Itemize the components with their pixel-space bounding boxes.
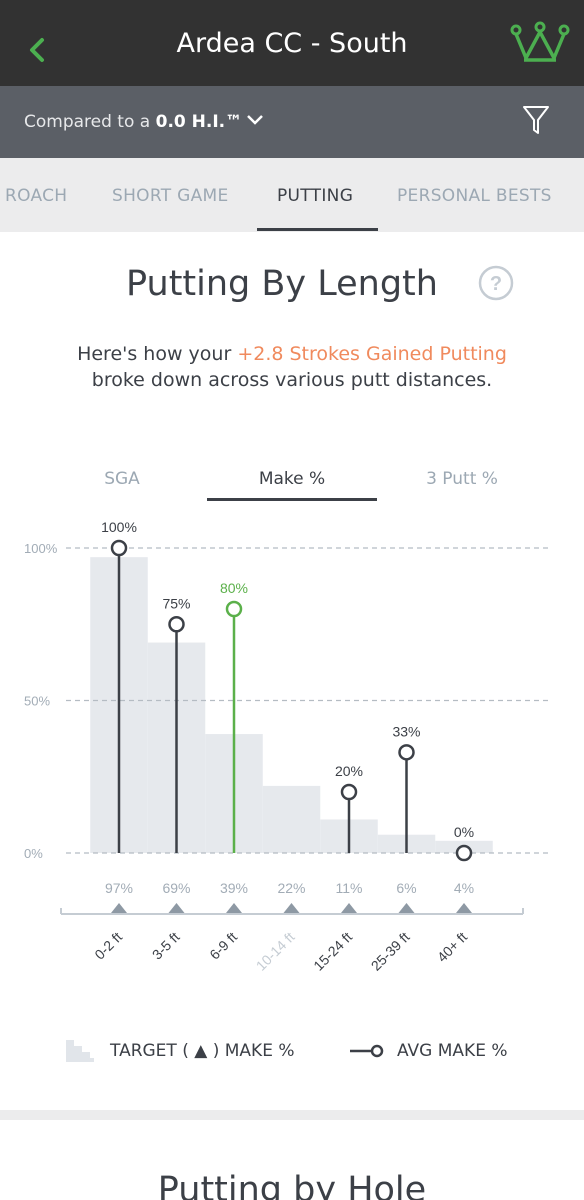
subtab-sga[interactable]: SGA (104, 469, 140, 489)
section-divider (0, 1110, 584, 1120)
subtab-make-pct[interactable]: Make % (258, 469, 326, 489)
svg-text:?: ? (490, 273, 502, 295)
active-tab-indicator (257, 228, 378, 231)
make-percent-chart: 100% 50% 0% 100% 75% 80% 20% 33% 0% 97% 69% 39% 22% 1… (24, 519, 552, 974)
subtab-3-putt-pct[interactable]: 3 Putt % (426, 469, 498, 489)
avg-marker (110, 539, 128, 557)
target-legend-icon (66, 1040, 94, 1062)
avg-value-label: 75% (162, 595, 190, 611)
target-marker-triangle (111, 903, 127, 913)
desc-after: broke down across various putt distances… (91, 369, 493, 391)
avg-marker (340, 783, 358, 801)
section-title: Putting By Length (126, 264, 438, 304)
avg-value-label: 20% (335, 763, 363, 779)
chevron-left-icon[interactable] (22, 30, 54, 70)
tab-short-game[interactable]: SHORT GAME (112, 186, 229, 206)
avg-value-label: 80% (220, 580, 248, 596)
chevron-down-icon (247, 115, 264, 125)
avg-legend-icon (350, 1044, 384, 1058)
handicap-value: 0.0 H.I.™ (155, 112, 243, 132)
x-category-label: 25-39 ft (368, 929, 413, 974)
app-header: Ardea CC - South (0, 0, 584, 86)
desc-before: Here's how your (77, 343, 238, 365)
x-category-label: 15-24 ft (310, 929, 355, 974)
target-marker-triangle (226, 903, 242, 913)
avg-marker (168, 616, 185, 633)
putting-by-hole-title: Putting by Hole (157, 1170, 427, 1200)
y-tick-label: 0% (24, 846, 43, 861)
question-icon[interactable]: ? (478, 265, 514, 301)
crown-icon[interactable] (508, 20, 572, 66)
category-tabs (0, 158, 584, 232)
section-description: Here's how your +2.8 Strokes Gained Putt… (60, 341, 524, 393)
avg-legend-label: AVG MAKE % (397, 1041, 508, 1061)
target-bar (262, 785, 321, 853)
target-legend-label: TARGET ( ▲ ) MAKE % (110, 1041, 295, 1061)
tab-putting[interactable]: PUTTING (277, 186, 354, 206)
target-marker-triangle (398, 903, 415, 913)
avg-value-label: 0% (454, 824, 474, 840)
x-category-label: 3-5 ft (149, 929, 183, 963)
active-subtab-indicator (207, 498, 377, 501)
target-marker-triangle (456, 903, 472, 913)
target-value-label: 11% (336, 880, 363, 896)
filter-icon[interactable] (522, 104, 550, 136)
avg-marker (455, 844, 473, 862)
target-value-label: 4% (454, 880, 474, 896)
target-value-label: 69% (162, 880, 190, 896)
handicap-selector[interactable]: Compared to a 0.0 H.I.™ (24, 110, 264, 134)
target-value-label: 39% (220, 880, 248, 896)
target-marker-triangle (283, 903, 300, 913)
y-tick-label: 100% (24, 541, 58, 556)
avg-value-label: 100% (101, 519, 137, 535)
compare-prefix: Compared to a (24, 112, 156, 132)
avg-marker (225, 600, 243, 618)
target-marker-triangle (168, 903, 185, 913)
x-category-label: 40+ ft (434, 929, 470, 965)
x-category-label: 6-9 ft (206, 929, 240, 963)
x-category-label: 0-2 ft (91, 929, 125, 963)
avg-marker (398, 744, 415, 761)
x-category-label: 10-14 ft (253, 929, 298, 974)
target-value-label: 6% (396, 880, 416, 896)
tab-personal-bests[interactable]: PERSONAL BESTS (397, 186, 552, 206)
target-value-label: 22% (277, 880, 305, 896)
avg-value-label: 33% (392, 723, 420, 739)
compare-bar: Compared to a 0.0 H.I.™ (0, 86, 584, 158)
tab-approach[interactable]: ROACH (5, 186, 68, 206)
strokes-gained-highlight: +2.8 Strokes Gained Putting (237, 343, 507, 365)
page-title: Ardea CC - South (176, 28, 408, 59)
target-value-label: 97% (105, 880, 133, 896)
y-tick-label: 50% (24, 694, 50, 709)
target-marker-triangle (341, 903, 357, 913)
